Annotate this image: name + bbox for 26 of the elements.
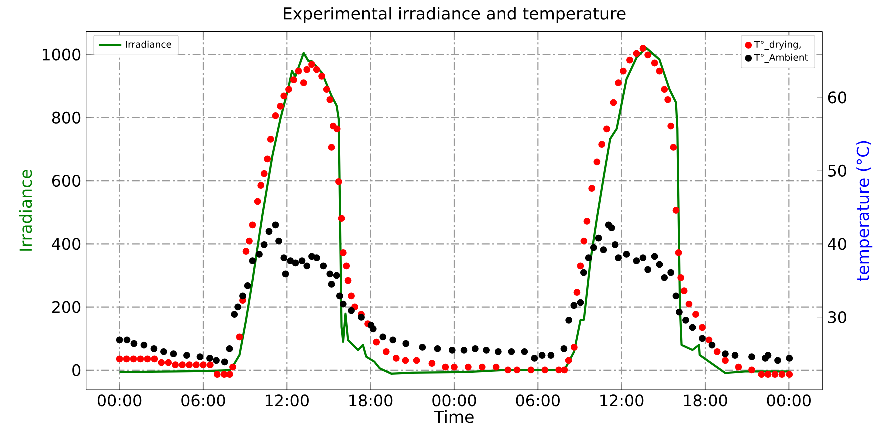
y-tick-label: 200: [52, 301, 81, 314]
x-axis-title: Time: [434, 410, 474, 424]
x-tick-label: 00:00: [767, 394, 811, 407]
y-tick-label: 1000: [43, 48, 81, 61]
x-tick-label: 00:00: [432, 394, 476, 407]
y2-tick-label: 60: [828, 92, 846, 104]
y-tick-label: 800: [52, 112, 81, 124]
x-tick-label: 12:00: [600, 394, 644, 407]
x-tick-label: 00:00: [98, 394, 142, 407]
x-tick-label: 18:00: [684, 394, 728, 407]
x-tick-label: 12:00: [266, 394, 309, 407]
y-axis-title: Irradiance: [19, 170, 32, 252]
y2-tick-label: 50: [828, 165, 846, 178]
y2-tick-label: 40: [828, 238, 846, 250]
y2-axis-title: temperature (°C): [856, 142, 873, 282]
legend-label: T°_drying,: [754, 41, 801, 50]
x-tick-label: 06:00: [516, 394, 560, 407]
x-tick-label: 06:00: [182, 394, 226, 407]
y-tick-label: 0: [72, 364, 81, 377]
chart-title: Experimental irradiance and temperature: [284, 7, 626, 24]
y-tick-label: 400: [52, 238, 81, 250]
legend-label: Irradiance: [126, 41, 172, 48]
x-tick-label: 18:00: [350, 394, 393, 407]
y2-tick-label: 30: [828, 312, 846, 324]
legend-label: T°_Ambient: [754, 54, 808, 64]
y-tick-label: 600: [52, 175, 81, 188]
